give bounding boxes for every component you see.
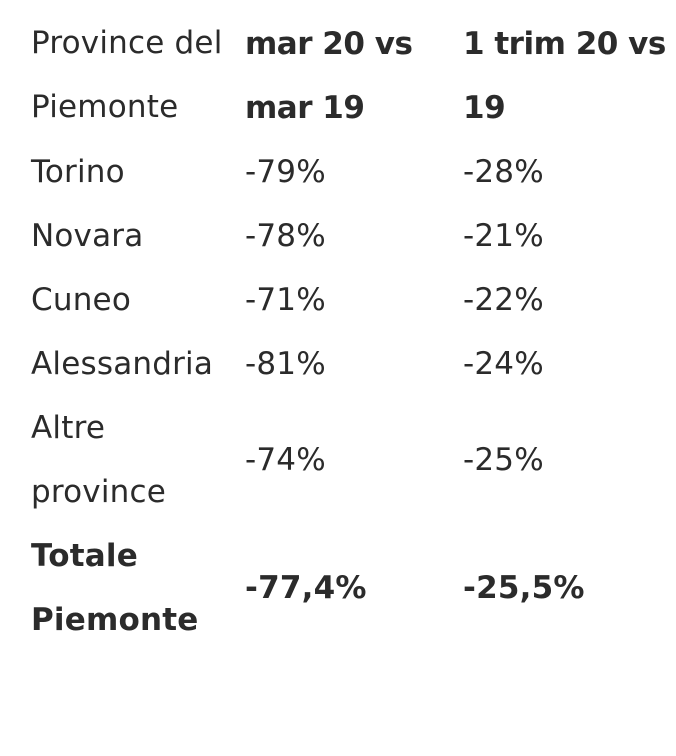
header-march-comparison: mar 20 vs mar 19 — [245, 26, 413, 126]
province-name: Novara — [31, 218, 144, 254]
quarter-change: -28% — [463, 154, 544, 190]
province-name: Cuneo — [31, 282, 131, 318]
march-change: -74% — [245, 442, 326, 478]
total-quarter-change: -25,5% — [463, 570, 585, 606]
table-header-row: Province del Piemonte mar 20 vs mar 19 1… — [31, 10, 671, 140]
table-row: Alessandria -81% -24% — [31, 332, 671, 396]
march-change: -81% — [245, 346, 326, 382]
quarter-change: -24% — [463, 346, 544, 382]
quarter-change: -21% — [463, 218, 544, 254]
quarter-change: -25% — [463, 442, 544, 478]
header-province: Province del Piemonte — [31, 25, 223, 125]
total-march-change: -77,4% — [245, 570, 367, 606]
table-row: Cuneo -71% -22% — [31, 268, 671, 332]
total-label: Totale Piemonte — [31, 538, 199, 638]
quarter-change: -22% — [463, 282, 544, 318]
table-row: Novara -78% -21% — [31, 204, 671, 268]
march-change: -78% — [245, 218, 326, 254]
province-comparison-table: Province del Piemonte mar 20 vs mar 19 1… — [31, 10, 671, 652]
march-change: -79% — [245, 154, 326, 190]
header-quarter-comparison: 1 trim 20 vs 19 — [463, 26, 666, 126]
table-row: Torino -79% -28% — [31, 140, 671, 204]
province-name: Torino — [31, 154, 125, 190]
province-name: Alessandria — [31, 346, 214, 382]
table-total-row: Totale Piemonte -77,4% -25,5% — [31, 524, 671, 652]
march-change: -71% — [245, 282, 326, 318]
table-row: Altre province -74% -25% — [31, 396, 671, 524]
province-name: Altre province — [31, 410, 167, 510]
